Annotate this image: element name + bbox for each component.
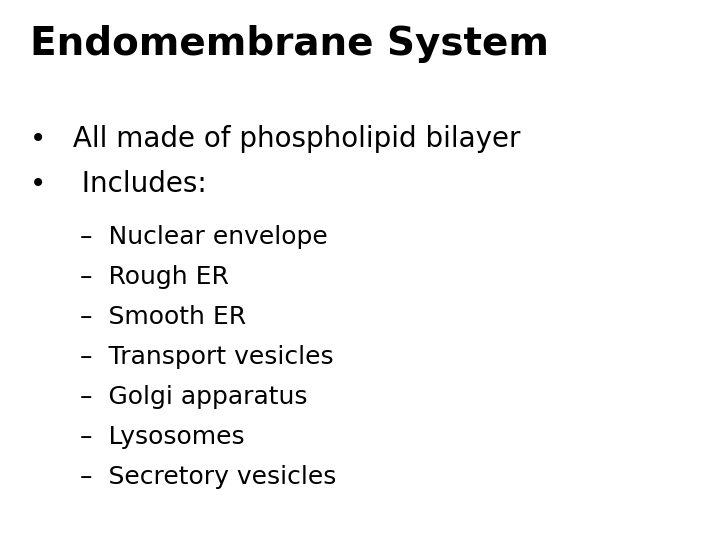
Text: –  Transport vesicles: – Transport vesicles: [80, 345, 333, 369]
Text: –  Rough ER: – Rough ER: [80, 265, 229, 289]
Text: –  Golgi apparatus: – Golgi apparatus: [80, 385, 307, 409]
Text: –  Secretory vesicles: – Secretory vesicles: [80, 465, 336, 489]
Text: –  Smooth ER: – Smooth ER: [80, 305, 246, 329]
Text: Endomembrane System: Endomembrane System: [30, 25, 549, 63]
Text: –  Nuclear envelope: – Nuclear envelope: [80, 225, 328, 249]
Text: •    Includes:: • Includes:: [30, 170, 207, 198]
Text: •   All made of phospholipid bilayer: • All made of phospholipid bilayer: [30, 125, 521, 153]
Text: –  Lysosomes: – Lysosomes: [80, 425, 245, 449]
